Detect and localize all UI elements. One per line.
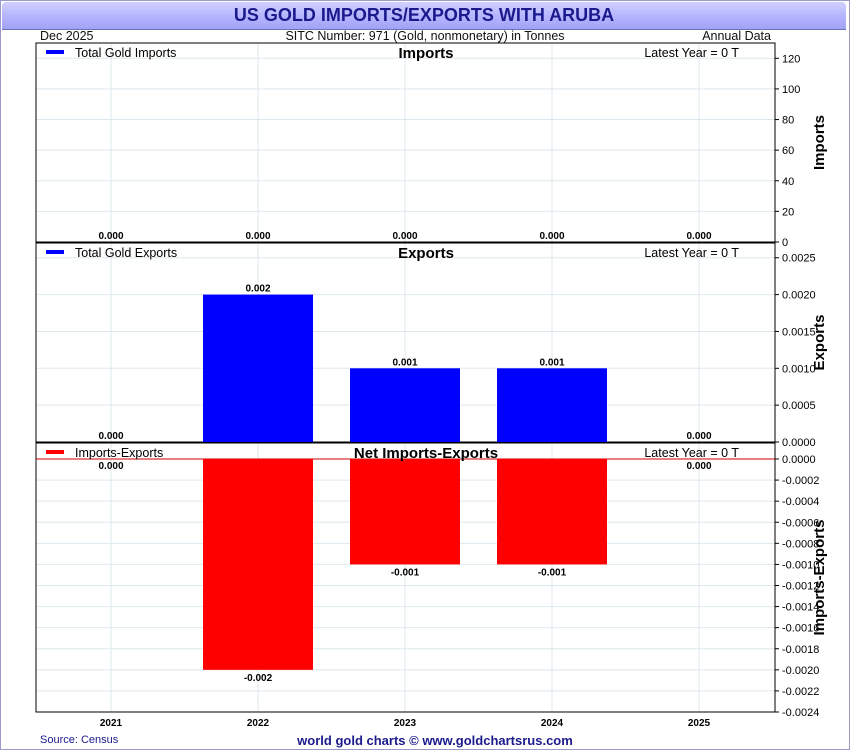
- exports-data-label: 0.002: [245, 284, 270, 295]
- net-ytick-label: -0.0002: [782, 475, 819, 487]
- net-ytick-label: -0.0016: [782, 623, 819, 635]
- net-ytick-label: -0.0004: [782, 496, 819, 508]
- imports-legend-label: Total Gold Imports: [75, 46, 176, 60]
- net-data-label: 0.000: [98, 461, 123, 472]
- imports-data-label: 0.000: [245, 231, 270, 242]
- net-ytick-label: -0.0014: [782, 602, 819, 614]
- imports-panel-title: Imports: [398, 45, 453, 62]
- net-panel-title: Net Imports-Exports: [354, 445, 498, 462]
- imports-data-label: 0.000: [686, 231, 711, 242]
- net-axis-title: Imports-Exports: [811, 520, 828, 636]
- exports-latest-year: Latest Year = 0 T: [644, 246, 739, 260]
- exports-bar: [350, 368, 460, 442]
- exports-ytick-label: 0.0005: [782, 400, 816, 412]
- imports-ytick-label: 0: [782, 237, 788, 249]
- x-tick-label: 2022: [247, 718, 270, 729]
- imports-ytick-label: 80: [782, 115, 794, 127]
- exports-panel-title: Exports: [398, 245, 454, 262]
- chart-credit: world gold charts © www.goldchartsrus.co…: [297, 733, 573, 748]
- exports-axis-title: Exports: [811, 315, 828, 371]
- chart-title: US GOLD IMPORTS/EXPORTS WITH ARUBA: [2, 2, 846, 30]
- exports-bar: [203, 294, 313, 442]
- net-latest-year: Latest Year = 0 T: [644, 446, 739, 460]
- x-tick-label: 2025: [688, 718, 711, 729]
- x-tick-label: 2024: [541, 718, 564, 729]
- exports-ytick-label: 0.0010: [782, 363, 816, 375]
- net-ytick-label: -0.0008: [782, 538, 819, 550]
- imports-ytick-label: 60: [782, 145, 794, 157]
- net-bar: [497, 459, 607, 565]
- exports-data-label: 0.000: [98, 431, 123, 442]
- data-source: Source: Census: [40, 734, 119, 746]
- imports-latest-year: Latest Year = 0 T: [644, 46, 739, 60]
- imports-plot-area: [35, 42, 776, 243]
- x-tick-label: 2021: [100, 718, 123, 729]
- net-ytick-label: -0.0020: [782, 665, 819, 677]
- exports-bar: [497, 368, 607, 442]
- net-data-label: -0.002: [244, 673, 273, 684]
- exports-data-label: 0.001: [539, 357, 564, 368]
- imports-ytick-label: 120: [782, 53, 800, 65]
- x-tick-label: 2023: [394, 718, 417, 729]
- net-bar: [350, 459, 460, 565]
- net-ytick-label: -0.0018: [782, 644, 819, 656]
- net-data-label: -0.001: [391, 567, 420, 578]
- net-ytick-label: 0.0000: [782, 454, 816, 466]
- net-ytick-label: -0.0024: [782, 707, 819, 719]
- imports-axis-title: Imports: [811, 115, 828, 170]
- net-ytick-label: -0.0006: [782, 517, 819, 529]
- exports-legend-label: Total Gold Exports: [75, 246, 177, 260]
- exports-legend-swatch: [46, 250, 64, 254]
- report-date: Dec 2025: [40, 29, 94, 43]
- net-data-label: 0.000: [686, 461, 711, 472]
- net-bar: [203, 459, 313, 670]
- net-legend-label: Imports-Exports: [75, 446, 163, 460]
- imports-data-label: 0.000: [539, 231, 564, 242]
- exports-ytick-label: 0.0025: [782, 253, 816, 265]
- net-ytick-label: -0.0012: [782, 581, 819, 593]
- exports-ytick-label: 0.0000: [782, 437, 816, 449]
- net-ytick-label: -0.0010: [782, 559, 819, 571]
- exports-ytick-label: 0.0015: [782, 326, 816, 338]
- exports-ytick-label: 0.0020: [782, 290, 816, 302]
- net-ytick-label: -0.0022: [782, 686, 819, 698]
- net-plot-area: [35, 442, 776, 713]
- net-data-label: -0.001: [538, 567, 567, 578]
- sitc-description: SITC Number: 971 (Gold, nonmonetary) in …: [285, 29, 565, 43]
- imports-data-label: 0.000: [392, 231, 417, 242]
- imports-ytick-label: 40: [782, 176, 794, 188]
- exports-data-label: 0.000: [686, 431, 711, 442]
- net-legend-swatch: [46, 450, 64, 454]
- imports-data-label: 0.000: [98, 231, 123, 242]
- exports-data-label: 0.001: [392, 357, 417, 368]
- imports-ytick-label: 20: [782, 206, 794, 218]
- imports-ytick-label: 100: [782, 84, 800, 96]
- data-frequency: Annual Data: [702, 29, 771, 43]
- imports-legend-swatch: [46, 50, 64, 54]
